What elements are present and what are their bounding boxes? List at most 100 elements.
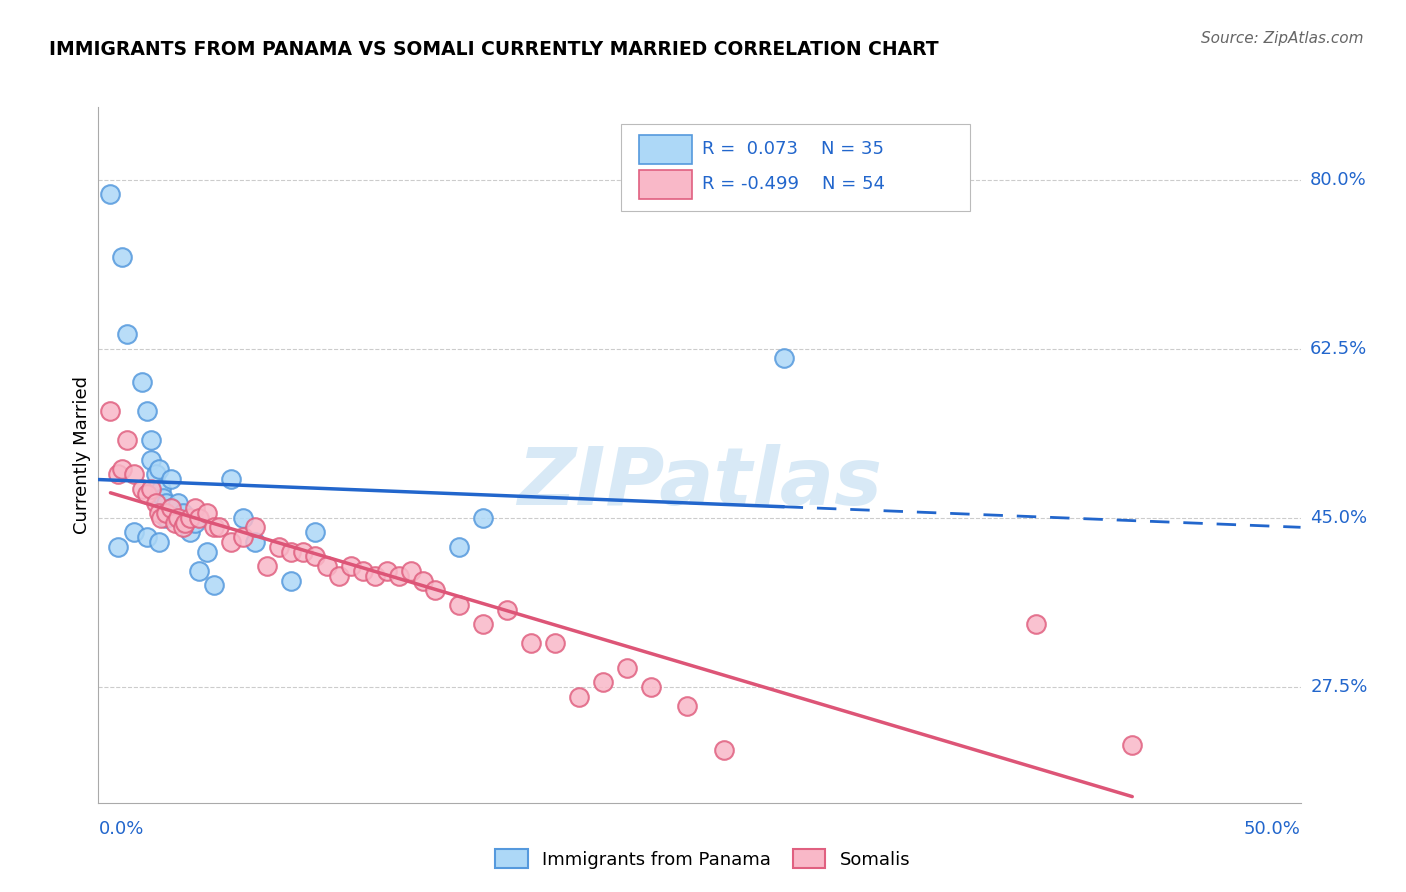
Point — [166, 510, 188, 524]
Point — [676, 699, 699, 714]
Text: 0.0%: 0.0% — [98, 821, 143, 838]
Point — [165, 516, 187, 530]
Point — [208, 520, 231, 534]
Point — [202, 578, 225, 592]
Point — [148, 535, 170, 549]
Point — [149, 482, 172, 496]
Point — [340, 559, 363, 574]
Point — [145, 467, 167, 482]
Point — [159, 501, 181, 516]
Point — [100, 187, 122, 202]
Point — [219, 535, 242, 549]
Text: 80.0%: 80.0% — [1310, 170, 1367, 188]
Point — [447, 540, 470, 554]
Point — [568, 690, 591, 704]
Legend: Immigrants from Panama, Somalis: Immigrants from Panama, Somalis — [488, 841, 918, 876]
Point — [544, 636, 567, 650]
Text: Source: ZipAtlas.com: Source: ZipAtlas.com — [1201, 31, 1364, 46]
Point — [155, 510, 177, 524]
Point — [166, 496, 188, 510]
Point — [172, 520, 194, 534]
Point — [713, 742, 735, 756]
Point — [100, 404, 122, 418]
Point — [472, 510, 495, 524]
Point — [117, 434, 139, 448]
Text: R = -0.499    N = 54: R = -0.499 N = 54 — [702, 175, 884, 194]
Point — [243, 520, 266, 534]
Point — [145, 496, 167, 510]
Point — [107, 467, 129, 482]
Point — [304, 549, 326, 564]
Point — [183, 501, 205, 516]
Point — [107, 540, 129, 554]
Point — [148, 462, 170, 476]
Point — [159, 472, 181, 486]
Point — [195, 544, 218, 558]
Point — [124, 467, 146, 482]
Point — [135, 404, 157, 418]
Point — [592, 675, 614, 690]
Point — [304, 525, 326, 540]
Point — [165, 506, 187, 520]
Point — [131, 482, 153, 496]
Point — [141, 482, 163, 496]
Point — [179, 510, 201, 524]
Point — [149, 510, 172, 524]
Point — [131, 376, 153, 390]
Point — [496, 602, 519, 616]
Point — [148, 506, 170, 520]
Text: IMMIGRANTS FROM PANAMA VS SOMALI CURRENTLY MARRIED CORRELATION CHART: IMMIGRANTS FROM PANAMA VS SOMALI CURRENT… — [49, 40, 939, 59]
Point — [124, 525, 146, 540]
Point — [135, 530, 157, 544]
Point — [179, 525, 201, 540]
Point — [352, 564, 374, 578]
Point — [616, 660, 638, 674]
Point — [135, 486, 157, 500]
FancyBboxPatch shape — [621, 124, 970, 211]
Y-axis label: Currently Married: Currently Married — [73, 376, 91, 534]
Point — [155, 496, 177, 510]
Point — [1121, 738, 1143, 752]
Point — [1025, 617, 1047, 632]
Point — [232, 530, 254, 544]
Text: ZIPatlas: ZIPatlas — [517, 443, 882, 522]
Point — [423, 583, 446, 598]
Point — [232, 510, 254, 524]
Point — [399, 564, 422, 578]
Point — [447, 598, 470, 612]
Point — [159, 501, 181, 516]
Point — [243, 535, 266, 549]
Point — [188, 510, 211, 524]
Point — [256, 559, 278, 574]
Point — [375, 564, 398, 578]
Point — [152, 491, 174, 506]
Point — [111, 462, 134, 476]
Point — [280, 544, 302, 558]
Point — [117, 327, 139, 342]
Point — [291, 544, 314, 558]
Point — [772, 351, 794, 366]
Text: 27.5%: 27.5% — [1310, 678, 1368, 696]
Text: 45.0%: 45.0% — [1310, 508, 1367, 527]
Point — [202, 520, 225, 534]
FancyBboxPatch shape — [640, 169, 692, 199]
Point — [388, 568, 411, 582]
Point — [195, 506, 218, 520]
Point — [364, 568, 387, 582]
Point — [412, 574, 434, 588]
Point — [315, 559, 337, 574]
Point — [640, 680, 662, 694]
Point — [141, 452, 163, 467]
Point — [183, 516, 205, 530]
FancyBboxPatch shape — [640, 135, 692, 164]
Point — [328, 568, 350, 582]
Point — [141, 434, 163, 448]
Point — [267, 540, 290, 554]
Point — [472, 617, 495, 632]
Point — [219, 472, 242, 486]
Point — [174, 516, 197, 530]
Point — [520, 636, 543, 650]
Point — [172, 506, 194, 520]
Point — [111, 250, 134, 264]
Point — [280, 574, 302, 588]
